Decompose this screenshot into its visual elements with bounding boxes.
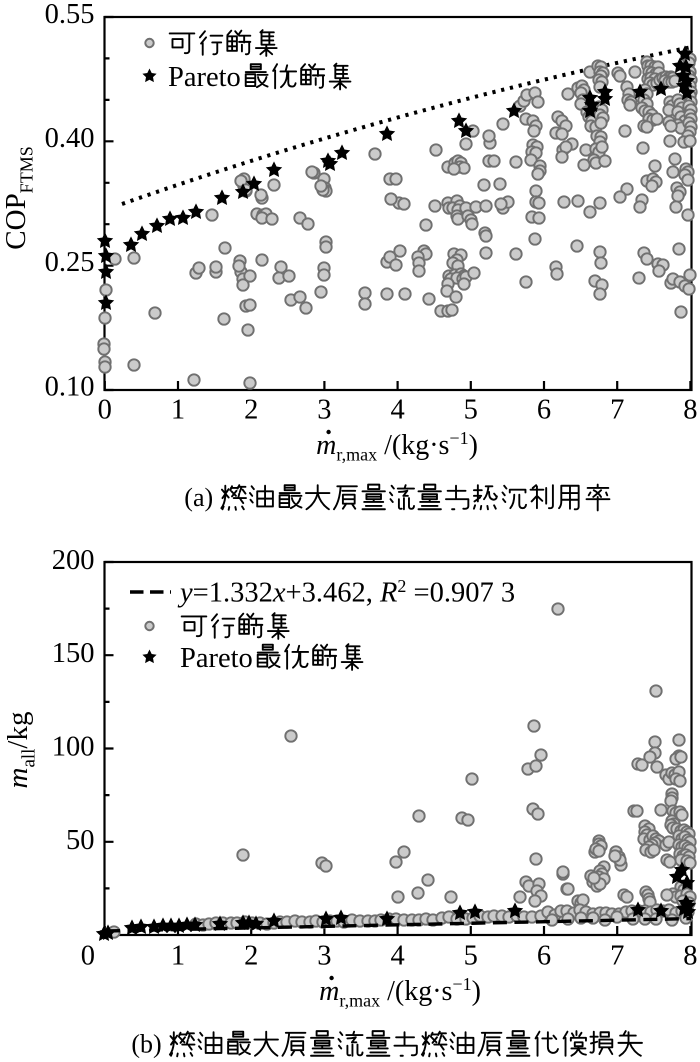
svg-text:5: 5	[464, 394, 478, 425]
svg-text:4: 4	[390, 394, 404, 425]
svg-text:200: 200	[52, 545, 95, 576]
svg-text:y=1.332x+3.462, R2 =0.907 3: y=1.332x+3.462, R2 =0.907 3	[177, 576, 515, 609]
svg-text:3: 3	[317, 394, 331, 425]
svg-text:150: 150	[52, 638, 95, 669]
svg-text:5: 5	[464, 941, 478, 972]
svg-text:2: 2	[244, 941, 258, 972]
svg-text:0: 0	[81, 941, 95, 972]
svg-text:6: 6	[537, 941, 551, 972]
svg-text:3: 3	[317, 941, 331, 972]
svg-text:0.55: 0.55	[45, 0, 95, 30]
svg-text:Pareto: Pareto	[180, 643, 253, 674]
svg-text:1: 1	[171, 941, 185, 972]
svg-text:0.40: 0.40	[45, 123, 95, 154]
svg-text:7: 7	[610, 394, 624, 425]
svg-text:1: 1	[171, 394, 185, 425]
svg-text:Pareto: Pareto	[168, 62, 241, 93]
svg-text:mr,max /(kg·s−1): mr,max /(kg·s−1)	[319, 974, 481, 1011]
svg-text:100: 100	[52, 732, 95, 763]
svg-text:mall/kg: mall/kg	[2, 711, 40, 788]
svg-text:50: 50	[66, 825, 95, 856]
svg-text:0: 0	[98, 394, 112, 425]
svg-text:(a): (a)	[184, 483, 213, 512]
svg-text:0.10: 0.10	[45, 372, 95, 403]
svg-text:6: 6	[537, 394, 551, 425]
svg-text:0.25: 0.25	[45, 247, 95, 278]
svg-text:(b): (b)	[131, 1029, 161, 1058]
svg-text:mr,max /(kg·s−1): mr,max /(kg·s−1)	[316, 428, 478, 465]
svg-text:7: 7	[610, 941, 624, 972]
svg-text:2: 2	[244, 394, 258, 425]
svg-text:8: 8	[683, 394, 697, 425]
svg-text:4: 4	[390, 941, 404, 972]
svg-text:8: 8	[683, 941, 697, 972]
